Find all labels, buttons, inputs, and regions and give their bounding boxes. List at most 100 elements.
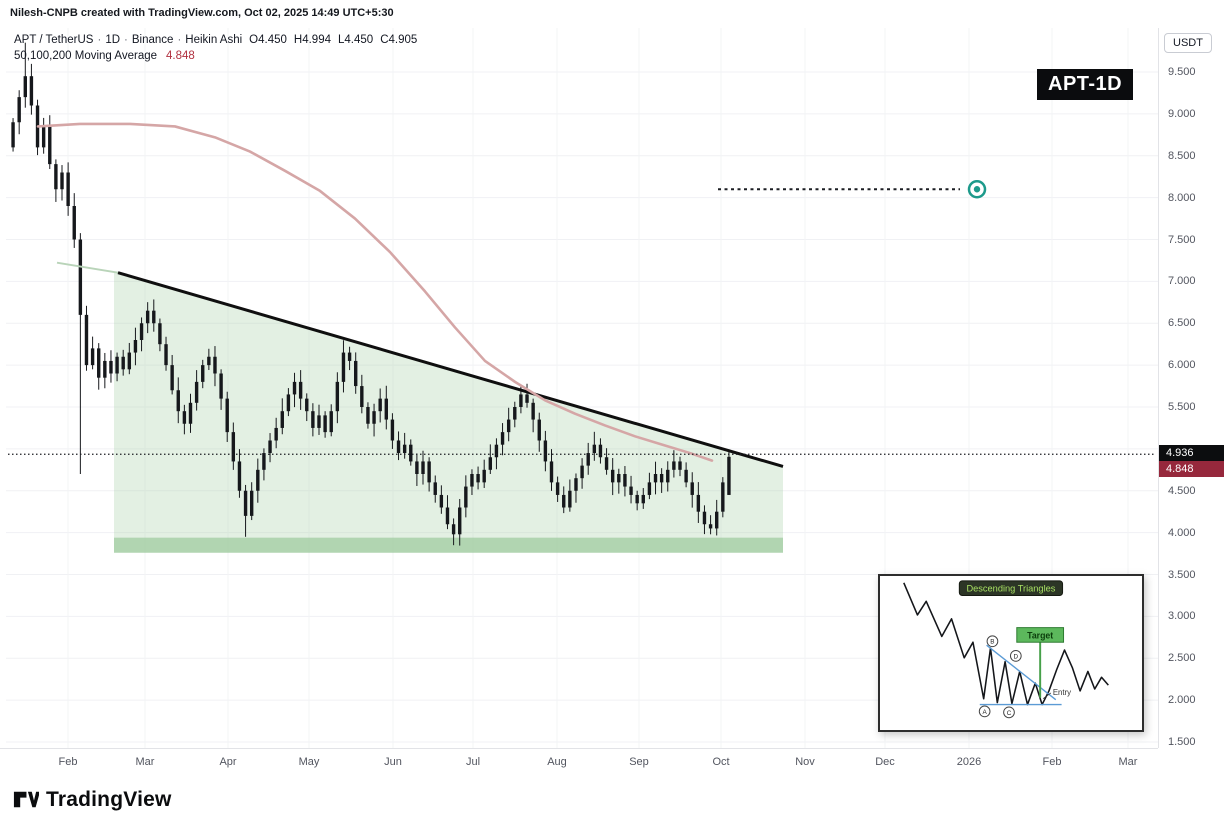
inset-title-pill <box>958 580 1064 596</box>
descending-trendline[interactable] <box>117 271 784 468</box>
candle-body <box>139 323 144 340</box>
candle-body <box>519 394 523 407</box>
candle-body <box>170 365 174 391</box>
trendline-extension <box>56 261 119 274</box>
candle-body <box>384 398 388 420</box>
candle-body <box>659 474 664 483</box>
moving-average-line[interactable] <box>36 122 714 462</box>
candle-body <box>641 494 645 504</box>
candle-body <box>109 360 113 374</box>
candle-body <box>433 482 437 495</box>
candle-body <box>60 172 64 190</box>
candle-body <box>103 360 107 378</box>
candle-body <box>610 469 615 483</box>
price-tick-label: 3.000 <box>1168 610 1196 623</box>
price-tick-label: 9.000 <box>1168 107 1196 120</box>
candle-body <box>604 457 609 470</box>
candle-body <box>629 486 633 495</box>
time-tick-label: Jul <box>465 756 481 768</box>
candle-body <box>702 511 707 525</box>
price-tick-label: 7.000 <box>1168 275 1196 288</box>
inset-point-c-label: C <box>1007 710 1012 717</box>
tradingview-logo[interactable]: TradingView <box>12 786 172 813</box>
symbol-name: APT / TetherUS <box>14 34 94 46</box>
candle-body <box>543 440 548 462</box>
inset-title-text: Descending Triangles <box>966 584 1055 594</box>
time-tick-label: Dec <box>875 756 895 768</box>
candle-body <box>90 348 95 366</box>
candle-body <box>635 494 639 504</box>
indicator-legend-row[interactable]: 50,100,200 Moving Average 4.848 <box>14 50 417 62</box>
candle-body <box>568 490 572 508</box>
candle-body <box>598 444 603 458</box>
candle-body <box>115 356 119 374</box>
price-tick-label: 8.500 <box>1168 149 1196 162</box>
price-tick-label: 6.500 <box>1168 317 1196 330</box>
candle-body <box>201 365 205 382</box>
candle-body <box>84 314 89 366</box>
candle-body <box>323 415 327 433</box>
triangle-pattern-fill[interactable] <box>114 272 783 553</box>
time-tick-label: Aug <box>547 756 567 768</box>
inset-point-d-circle <box>1009 650 1022 662</box>
inset-target-label: Target <box>1027 630 1053 640</box>
chart-title-badge[interactable]: APT-1D <box>1037 69 1134 100</box>
inset-entry-label: Entry <box>1053 688 1071 697</box>
price-axis[interactable]: 9.500 9.000 8.500 8.000 7.500 7.000 6.500 6.000… <box>1158 28 1228 748</box>
price-tick-label: 7.500 <box>1168 233 1196 246</box>
candle-body <box>476 474 480 483</box>
candle-body <box>537 419 541 441</box>
candle-body <box>684 469 688 483</box>
candle-body <box>176 390 180 412</box>
tradingview-wordmark: TradingView <box>46 787 172 811</box>
price-tick-label: 8.000 <box>1168 191 1196 204</box>
support-zone-band[interactable] <box>114 537 783 553</box>
time-tick-label: Sep <box>629 756 649 768</box>
inset-target-box <box>1016 627 1065 643</box>
symbol-legend-row[interactable]: APT / TetherUS · 1D · Binance · Heikin Ashi O4.… <box>14 34 417 46</box>
candle-body <box>708 524 713 529</box>
candle-body <box>396 440 401 454</box>
candle-body <box>219 373 223 399</box>
time-tick-label: May <box>298 756 320 768</box>
price-chart[interactable] <box>0 0 1158 775</box>
chart-style-label: Heikin Ashi <box>185 34 243 46</box>
time-tick-label: Mar <box>135 756 155 768</box>
price-tick-label: 6.000 <box>1168 359 1196 372</box>
candle-body <box>145 310 150 324</box>
descending-triangle-inset-image[interactable]: Target Entry A B C D Descending Triangle… <box>878 574 1144 732</box>
candle-body <box>341 352 346 382</box>
candle-body <box>445 507 450 525</box>
candle-body <box>243 490 248 516</box>
candle-body <box>354 360 358 387</box>
candle-body <box>256 469 260 491</box>
candle-body <box>29 76 34 106</box>
candle-body <box>427 461 431 483</box>
candle-body <box>152 310 156 324</box>
currency-unit-button[interactable]: USDT <box>1164 33 1212 53</box>
ma-indicator-value: 4.848 <box>166 50 195 62</box>
candle-body <box>268 440 272 454</box>
time-tick-label: Feb <box>58 756 78 768</box>
candle-body <box>188 402 193 424</box>
candle-body <box>231 432 236 462</box>
price-tick-label: 3.500 <box>1168 568 1196 581</box>
price-tick-label: 4.000 <box>1168 526 1196 539</box>
candle-body <box>580 465 584 479</box>
candle-body <box>672 461 676 470</box>
target-point-dot <box>973 186 981 193</box>
candle-body <box>727 456 731 495</box>
candle-body <box>194 381 199 403</box>
time-axis[interactable]: Feb Mar Apr May Jun Jul Aug Sep Oct Nov Dec 2026 Feb… <box>0 748 1158 777</box>
candle-body <box>317 415 321 428</box>
candle-body <box>262 453 266 470</box>
candle-body <box>207 356 211 366</box>
candle-body <box>531 402 535 420</box>
candle-body <box>470 474 474 487</box>
inset-entry-pointer <box>1042 692 1052 700</box>
candle-body <box>213 356 217 374</box>
candle-body <box>366 407 370 424</box>
candle-body <box>347 352 352 361</box>
chart-canvas[interactable] <box>0 0 1158 775</box>
candle-body <box>329 411 333 433</box>
